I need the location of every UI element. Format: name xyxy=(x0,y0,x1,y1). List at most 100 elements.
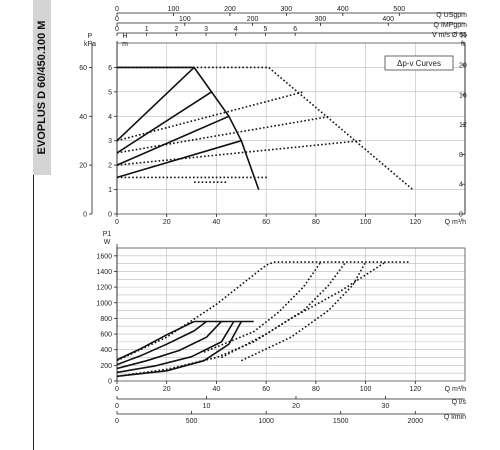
h-m-tick-label: 0 xyxy=(108,212,112,219)
power-curve-series-9 xyxy=(240,261,367,362)
head-q-axis-label: Q m³/h xyxy=(445,219,466,226)
power-curve-series-6 xyxy=(116,261,411,362)
product-title-tab: EVOPLUS D 60/450.100 M xyxy=(33,0,51,175)
power-curve-series-7 xyxy=(203,261,322,353)
bottom-axis-label: Q l/s xyxy=(452,399,467,406)
top-axis-tick-label: 6 xyxy=(293,26,297,33)
margin-divider xyxy=(33,175,34,450)
power-y-axis-unit: W xyxy=(104,239,111,246)
chart-labels: Δp-v Curves xyxy=(384,55,454,71)
top-axis-tick-label: 400 xyxy=(337,6,349,13)
power-q-axis-label: Q m³/h xyxy=(445,386,466,393)
h-ft-tick-label: 20 xyxy=(459,63,467,70)
head-q-tick-label: 120 xyxy=(409,219,421,226)
head-curve-series-3 xyxy=(116,139,242,179)
chart-curves xyxy=(116,66,414,378)
p-kpa-axis-title: P xyxy=(88,33,93,40)
power-curve-series-10 xyxy=(116,261,386,378)
head-curve-series-4 xyxy=(117,66,260,190)
top-axis-tick-label: 0 xyxy=(115,26,119,33)
head-q-tick-label: 0 xyxy=(115,219,119,226)
top-axis-tick-label: 4 xyxy=(234,26,238,33)
top-axis-label: Q USgpm xyxy=(436,12,467,19)
power-curve-series-3 xyxy=(116,321,235,374)
h-m-axis-title: H xyxy=(122,33,127,40)
power-y-tick-label: 600 xyxy=(100,332,112,339)
head-curve-series-5 xyxy=(117,66,414,191)
power-curve-series-0 xyxy=(116,320,195,361)
h-ft-tick-label: 8 xyxy=(459,152,463,159)
top-axis-tick-label: 300 xyxy=(281,6,293,13)
head-curve-series-8 xyxy=(116,139,361,166)
top-axis-tick-label: 100 xyxy=(179,16,191,23)
top-axis-tick-label: 300 xyxy=(315,16,327,23)
power-y-tick-label: 200 xyxy=(100,363,112,370)
power-curve-series-1 xyxy=(116,320,207,366)
h-m-tick-label: 5 xyxy=(108,89,112,96)
top-axis-label: Q IMPgpm xyxy=(434,22,468,29)
bottom-axis-tick-label: 20 xyxy=(292,403,300,410)
h-m-tick-label: 3 xyxy=(108,138,112,145)
h-m-tick-label: 6 xyxy=(108,65,112,72)
h-m-tick-label: 4 xyxy=(108,114,112,121)
power-y-tick-label: 1200 xyxy=(96,285,112,292)
head-q-tick-label: 20 xyxy=(163,219,171,226)
top-axis-tick-label: 2 xyxy=(174,26,178,33)
h-ft-tick-label: 4 xyxy=(459,182,463,189)
head-q-tick-label: 60 xyxy=(262,219,270,226)
power-y-axis-title: P1 xyxy=(103,231,112,238)
head-curve-series-6 xyxy=(116,91,304,142)
top-axis-label: V m/s Ø 65 xyxy=(432,32,467,39)
power-y-tick-label: 1000 xyxy=(96,300,112,307)
power-y-tick-label: 0 xyxy=(108,379,112,386)
power-plot-frame xyxy=(116,247,466,382)
bottom-axis-tick-label: 0 xyxy=(115,418,119,425)
legend-box xyxy=(384,55,454,71)
head-curve-series-1 xyxy=(116,91,212,154)
power-curve-series-8 xyxy=(221,261,347,359)
power-q-tick-label: 80 xyxy=(312,386,320,393)
p-kpa-axis-unit: kPa xyxy=(84,41,96,48)
power-y-tick-label: 800 xyxy=(100,316,112,323)
top-axis-tick-label: 500 xyxy=(393,6,405,13)
h-m-axis-unit: m xyxy=(122,41,128,48)
bottom-axis-tick-label: 1000 xyxy=(258,418,274,425)
bottom-axis-tick-label: 1500 xyxy=(333,418,349,425)
top-axis-tick-label: 5 xyxy=(264,26,268,33)
h-m-tick-label: 1 xyxy=(108,187,112,194)
power-q-tick-label: 100 xyxy=(360,386,372,393)
power-y-tick-label: 400 xyxy=(100,347,112,354)
power-chart-grid xyxy=(116,247,466,382)
head-q-tick-label: 40 xyxy=(213,219,221,226)
power-q-tick-label: 40 xyxy=(213,386,221,393)
top-axis-tick-label: 200 xyxy=(247,16,259,23)
head-q-tick-label: 80 xyxy=(312,219,320,226)
bottom-axis-tick-label: 2000 xyxy=(407,418,423,425)
h-m-tick-label: 2 xyxy=(108,163,112,170)
h-ft-tick-label: 12 xyxy=(459,122,467,129)
power-curve-series-2 xyxy=(116,320,222,370)
h-ft-axis-unit: ft xyxy=(461,41,465,48)
head-curve-series-2 xyxy=(116,115,230,166)
bottom-axis-tick-label: 500 xyxy=(186,418,198,425)
top-axis-tick-label: 200 xyxy=(224,6,236,13)
power-y-tick-label: 1400 xyxy=(96,269,112,276)
bottom-axis-tick-label: 30 xyxy=(382,403,390,410)
top-axis-tick-label: 0 xyxy=(115,6,119,13)
p-kpa-tick-label: 20 xyxy=(79,163,87,170)
p-kpa-tick-label: 40 xyxy=(79,114,87,121)
top-axis-tick-label: 100 xyxy=(168,6,180,13)
h-ft-tick-label: 16 xyxy=(459,92,467,99)
top-axis-tick-label: 400 xyxy=(382,16,394,23)
h-ft-axis-title: H xyxy=(461,33,466,40)
bottom-axis-tick-label: 10 xyxy=(203,403,211,410)
bottom-axis-label: Q l/min xyxy=(444,414,466,421)
power-q-tick-label: 60 xyxy=(262,386,270,393)
bottom-axis-tick-label: 0 xyxy=(115,403,119,410)
top-axis-tick-label: 1 xyxy=(145,26,149,33)
power-y-tick-label: 1600 xyxy=(96,253,112,260)
top-axis-tick-label: 0 xyxy=(115,16,119,23)
p-kpa-tick-label: 60 xyxy=(79,65,87,72)
